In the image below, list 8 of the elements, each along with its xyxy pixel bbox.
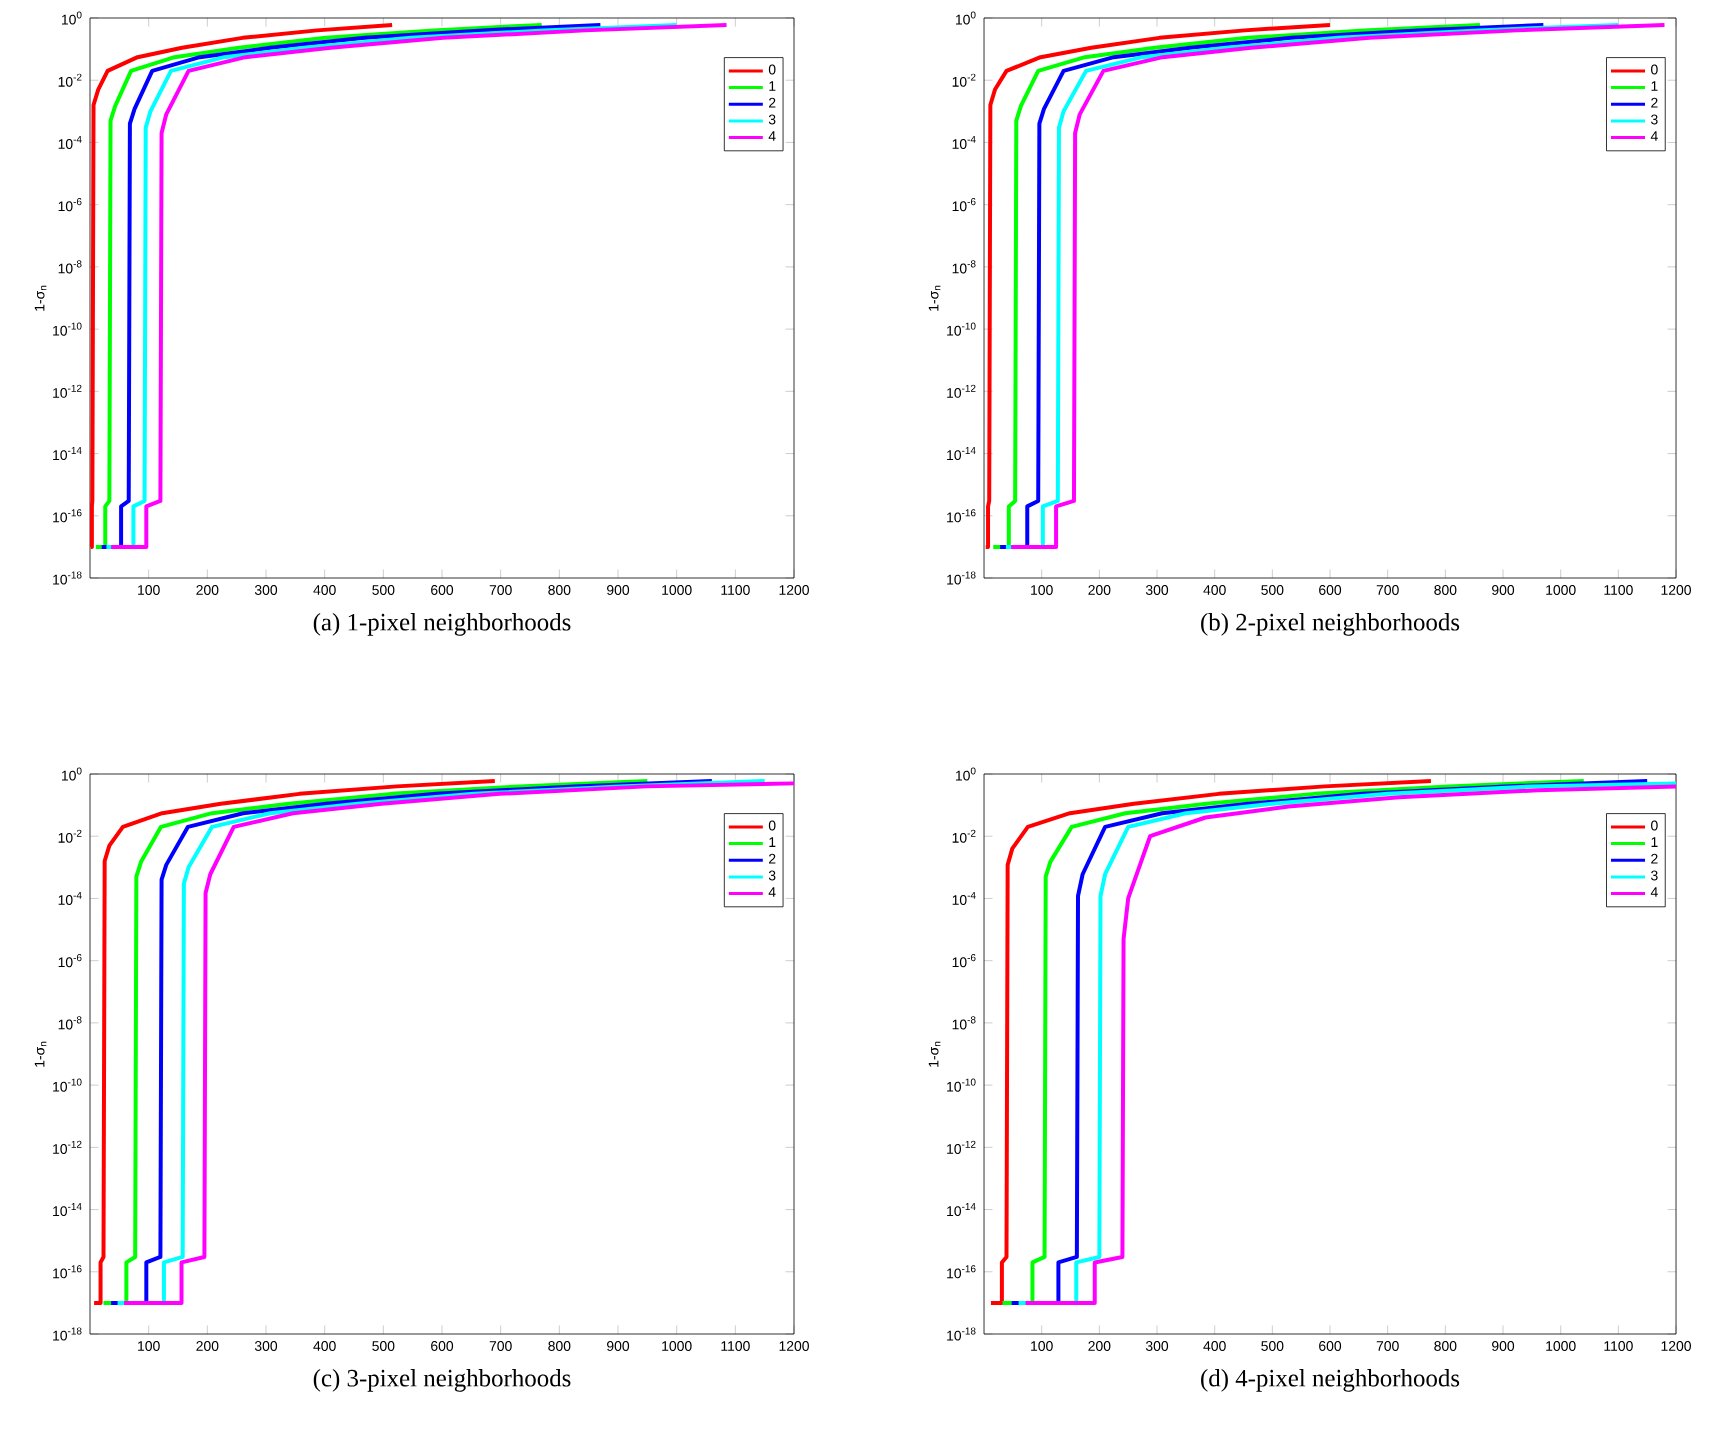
line-series <box>984 22 1333 549</box>
text: (a) 1-pixel neighborhoods <box>313 613 571 636</box>
text: (d) 4-pixel neighborhoods <box>1201 1369 1460 1392</box>
line-series <box>90 22 395 549</box>
line-series <box>988 778 1433 1305</box>
text: (c) 3-pixel neighborhoods <box>313 1369 571 1392</box>
line-series <box>92 778 497 1305</box>
text: (b) 2-pixel neighborhoods <box>1201 613 1460 636</box>
